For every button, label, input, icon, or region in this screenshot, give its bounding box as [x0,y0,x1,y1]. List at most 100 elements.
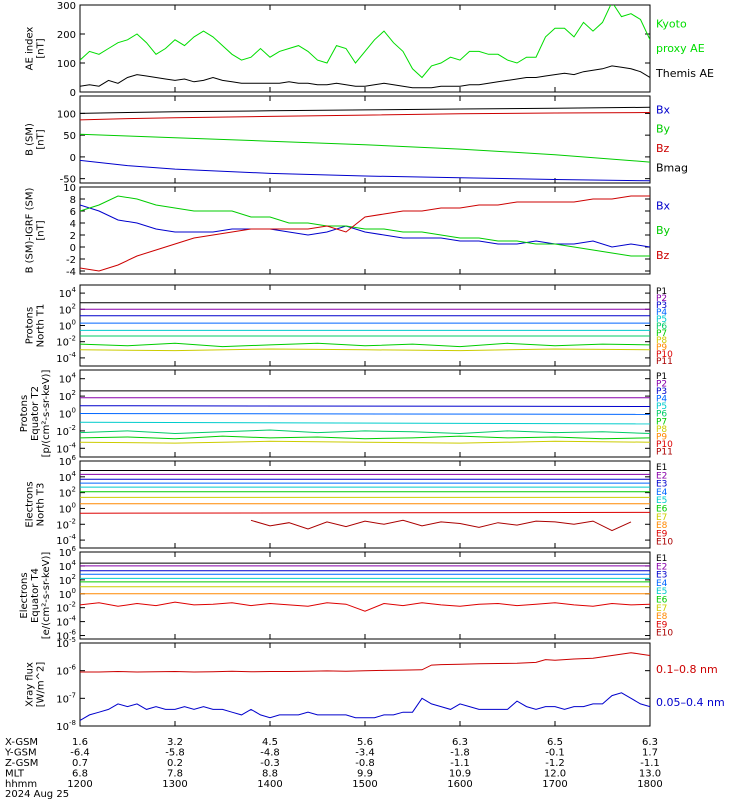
legend-entry: P8 [656,336,667,346]
legend-entry: By [656,224,671,237]
series-line-p8 [80,348,650,352]
y-tick-label: 10-4 [56,441,76,455]
x-row-value: 6.3 [642,737,658,748]
series-line-p5 [80,421,650,425]
y-tick-label: 100 [59,319,76,333]
x-row-value: 0.7 [72,758,88,769]
y-axis-label: [W/m^2] [36,662,47,708]
legend-entry: P4 [656,395,667,405]
x-row-value: 4.5 [262,737,278,748]
legend-entry: E9 [656,529,668,539]
x-row-value: 1700 [542,779,567,790]
x-row-value: 6.5 [547,737,563,748]
legend-entry: By [656,123,671,136]
y-axis-label: [nT] [36,38,47,58]
legend-entry: E10 [656,538,673,548]
legend-entry: P9 [656,343,667,353]
y-tick-label: -4 [66,267,76,278]
series-line-p7 [80,342,650,348]
series-line-e9 [80,511,650,514]
x-row-label: hhmm [5,779,37,790]
x-row-value: -6.4 [70,748,90,759]
y-tick-label: 300 [57,1,76,12]
y-tick-label: 10-8 [56,719,76,733]
panel-frame [79,284,651,367]
x-row-value: 0.2 [167,758,183,769]
legend-entry: Themis AE [655,67,714,80]
legend-entry: E1 [656,554,667,564]
y-tick-label: 10-6 [56,629,76,643]
y-tick-label: -50 [60,175,76,186]
y-tick-label: 106 [59,454,77,468]
y-tick-label: 4 [70,219,76,230]
panel-frame [79,95,651,184]
legend-entry: P1 [656,372,667,382]
y-axis-label: B (SM)-IGRF (SM) [25,188,36,274]
series-line-bz [80,195,650,272]
y-axis-label: Electrons [19,572,30,618]
x-row-value: 9.9 [357,769,373,780]
y-tick-label: 106 [59,545,77,559]
legend-entry: E2 [656,471,667,481]
y-tick-label: 104 [59,559,77,573]
legend-entry: Bz [656,249,670,262]
y-tick-label: 10-2 [56,335,76,349]
series-line-p7 [80,435,650,440]
y-tick-label: 100 [59,587,76,601]
legend-entry: E1 [656,463,667,473]
legend-entry: E6 [656,505,668,515]
x-row-value: -0.8 [355,758,375,769]
legend-entry: P3 [656,301,667,311]
legend-entry: E4 [656,579,668,589]
x-row-value: 1400 [257,779,282,790]
legend-entry: P10 [656,440,673,450]
x-row-value: -3.4 [355,748,375,759]
x-row-value: -0.3 [260,758,280,769]
legend-entry: Bz [656,142,670,155]
legend-entry: P10 [656,350,673,360]
legend-entry: P5 [656,315,667,325]
y-tick-label: 200 [57,30,76,41]
series-line-p8 [80,440,650,444]
series-line-p4 [80,413,650,415]
y-axis-label: Equator T2 [30,386,41,441]
panel-frame [79,551,651,640]
y-tick-label: 102 [59,486,76,500]
series-line-0-1-0-8-nm [80,652,650,673]
y-axis-label: Equator T4 [30,568,41,623]
legend-entry: P8 [656,425,667,435]
x-row-value: 3.2 [167,737,183,748]
series-line-bx [80,159,650,182]
y-tick-label: -2 [66,255,76,266]
x-row-value: -1.1 [640,758,660,769]
x-row-value: 13.0 [639,769,661,780]
x-row-value: -1.8 [450,748,470,759]
legend-entry: E5 [656,587,667,597]
legend-entry: E4 [656,488,668,498]
y-axis-label: [nT] [36,220,47,240]
legend-entry: Bx [656,103,671,116]
legend-entry: proxy AE [656,42,705,55]
legend-entry: P6 [656,410,667,420]
legend-entry: P4 [656,308,667,318]
legend-entry: E5 [656,496,667,506]
x-row-label: X-GSM [5,737,38,748]
x-row-value: 7.8 [167,769,183,780]
x-row-value: 1500 [352,779,377,790]
x-row-value: 1600 [447,779,472,790]
x-row-value: 1800 [637,779,662,790]
series-line-bx [80,204,650,248]
panel-pe: 10-4 10-2 100 102 104 Protons Equator T2 [p/(cm… [19,369,673,458]
x-row-value: 6.8 [72,769,88,780]
y-tick-label: 102 [59,389,76,403]
y-tick-label: 104 [59,470,77,484]
legend-entry: E8 [656,521,668,531]
panel-frame [79,642,651,727]
y-tick-label: 0 [70,153,76,164]
x-row-value: -5.8 [165,748,185,759]
legend-entry: P11 [656,447,673,457]
x-row-value: -1.1 [450,758,470,769]
y-tick-label: 100 [59,407,76,421]
y-tick-label: 6 [70,207,76,218]
